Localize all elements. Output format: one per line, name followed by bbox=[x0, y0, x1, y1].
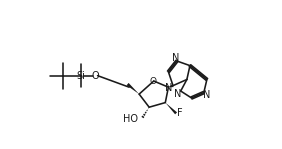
Text: F: F bbox=[177, 108, 183, 118]
Text: O: O bbox=[149, 77, 157, 86]
Text: N: N bbox=[174, 89, 181, 99]
Text: O: O bbox=[91, 71, 99, 81]
Text: Si: Si bbox=[76, 71, 85, 81]
Polygon shape bbox=[127, 83, 139, 94]
Polygon shape bbox=[168, 84, 173, 87]
Text: N: N bbox=[172, 53, 180, 63]
Polygon shape bbox=[165, 103, 177, 114]
Text: N: N bbox=[203, 90, 211, 100]
Text: HO: HO bbox=[123, 114, 138, 124]
Text: N: N bbox=[166, 83, 173, 93]
